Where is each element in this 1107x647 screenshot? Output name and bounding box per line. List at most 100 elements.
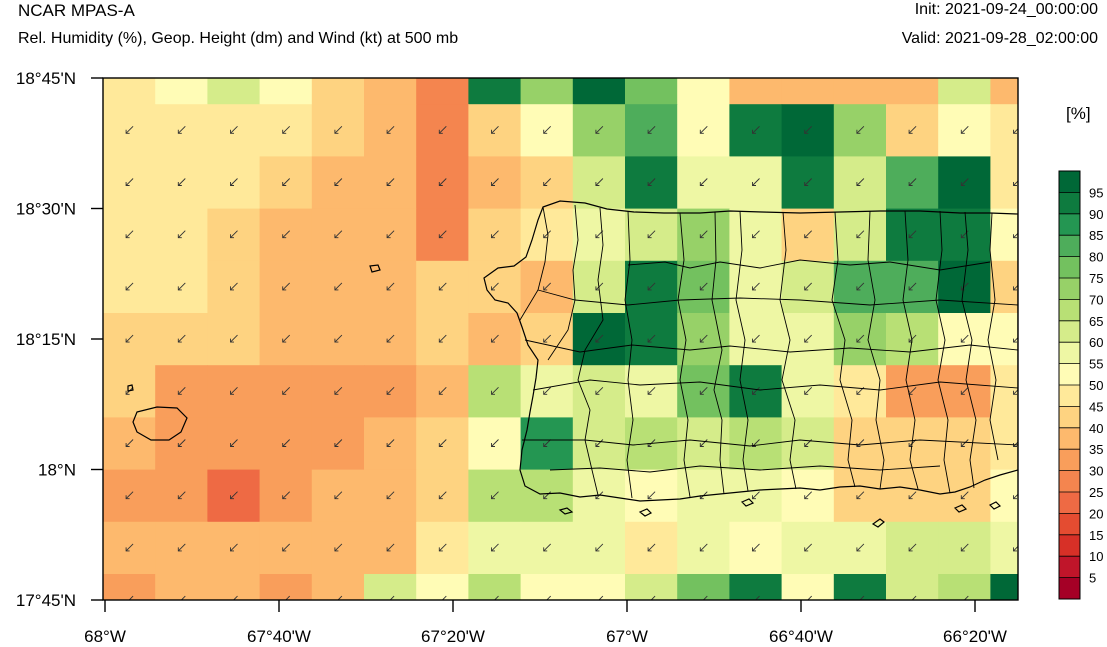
colorbar-tick-label: 90 [1089, 207, 1103, 222]
humidity-cell [520, 78, 574, 105]
wind-arrow [595, 439, 604, 447]
wind-arrow [752, 543, 760, 552]
humidity-cell [677, 626, 730, 647]
wind-arrow [334, 282, 343, 291]
wind-arrow [282, 178, 291, 186]
colorbar-swatch [1059, 342, 1080, 364]
humidity-cell [729, 574, 783, 600]
coastlines [127, 200, 1018, 528]
latitude-ticks: 18°45'N 18°30'N 18°15'N 18°N 17°45'N [16, 69, 103, 610]
wind-arrow [908, 491, 917, 500]
humidity-cell [834, 626, 887, 647]
wind-arrow [438, 386, 447, 395]
wind-arrow [386, 543, 395, 552]
lat-tick-label: 18°30'N [16, 200, 76, 219]
wind-arrow [230, 491, 238, 500]
wind-arrow [177, 230, 186, 239]
wind-arrow [438, 491, 447, 500]
colorbar-swatch [1059, 449, 1080, 471]
wind-arrow [543, 178, 552, 186]
lon-tick-label: 68°W [84, 627, 126, 646]
colorbar: 5 10 15 20 25 30 35 40 45 50 55 60 65 70 75 80 85 90 95 [1058, 170, 1103, 600]
wind-arrow [752, 386, 760, 395]
humidity-cell [207, 574, 261, 600]
wind-arrow [960, 334, 969, 343]
wind-arrow [647, 386, 656, 395]
wind-arrow [699, 386, 708, 395]
wind-arrow [334, 491, 343, 500]
lon-tick-label: 66°20'W [943, 627, 1007, 646]
wind-arrow [491, 439, 499, 447]
wind-arrow [282, 230, 291, 239]
colorbar-swatch [1059, 492, 1080, 514]
colorbar-swatch [1059, 363, 1080, 386]
wind-vectors [125, 125, 1073, 600]
wind-arrow [282, 386, 291, 395]
wind-arrow [908, 230, 917, 239]
wind-arrow [125, 178, 134, 186]
humidity-cell [207, 78, 261, 105]
colorbar-tick-label: 65 [1089, 314, 1103, 329]
wind-arrow [177, 282, 186, 291]
lat-tick-label: 17°45'N [16, 591, 76, 610]
colorbar-swatch [1059, 299, 1080, 322]
humidity-cell [886, 626, 939, 647]
wind-arrow [856, 439, 865, 447]
humidity-cell [833, 574, 887, 600]
colorbar-tick-label: 40 [1089, 421, 1103, 436]
wind-arrow [856, 491, 865, 500]
wind-arrow [595, 125, 604, 134]
colorbar-tick-label: 5 [1089, 571, 1096, 586]
wind-arrow [647, 230, 656, 239]
humidity-cell [833, 78, 887, 105]
humidity-cell [1043, 104, 1096, 157]
wind-arrow [282, 125, 291, 134]
wind-arrow [699, 178, 708, 186]
monito-islet [369, 264, 381, 273]
wind-arrow [647, 282, 656, 291]
wind-arrow [1066, 126, 1073, 133]
wind-arrow [177, 543, 186, 552]
wind-arrow [491, 230, 499, 239]
municipality-boundaries [519, 204, 1018, 499]
humidity-cell [155, 626, 208, 647]
wind-arrow [804, 386, 813, 395]
wind-arrow [543, 230, 552, 239]
wind-arrow [177, 334, 186, 343]
humidity-cell [259, 78, 313, 105]
colorbar-swatch [1059, 427, 1080, 450]
wind-arrow [386, 334, 395, 343]
humidity-cell [625, 78, 678, 105]
humidity-cell [259, 574, 313, 600]
colorbar-tick-label: 85 [1089, 228, 1103, 243]
lat-tick-label: 18°15'N [16, 330, 76, 349]
colorbar-tick-label: 95 [1089, 185, 1103, 200]
humidity-cell [938, 78, 991, 105]
wind-arrow [125, 491, 134, 500]
colorbar-swatch [1059, 470, 1080, 493]
wind-arrow [125, 439, 134, 447]
wind-arrow [438, 125, 447, 134]
wind-arrow [491, 491, 499, 500]
wind-arrow [230, 282, 238, 291]
wind-arrow [438, 178, 447, 186]
wind-arrow [491, 334, 499, 343]
wind-arrow [230, 334, 238, 343]
humidity-cell [781, 574, 835, 600]
wind-arrow [647, 543, 656, 552]
wind-arrow [752, 282, 760, 291]
wind-arrow [334, 543, 343, 552]
humidity-cell [312, 626, 365, 647]
wind-arrow [804, 334, 813, 343]
colorbar-swatch [1059, 256, 1080, 279]
wind-arrow [230, 230, 238, 239]
colorbar-swatch [1059, 385, 1080, 407]
south-cays [558, 498, 1002, 517]
humidity-cell [729, 78, 783, 105]
wind-arrow [595, 282, 604, 291]
humidity-cell [364, 574, 417, 600]
colorbar-tick-label: 60 [1089, 335, 1103, 350]
humidity-cell [990, 574, 1018, 600]
wind-arrow [856, 178, 865, 186]
